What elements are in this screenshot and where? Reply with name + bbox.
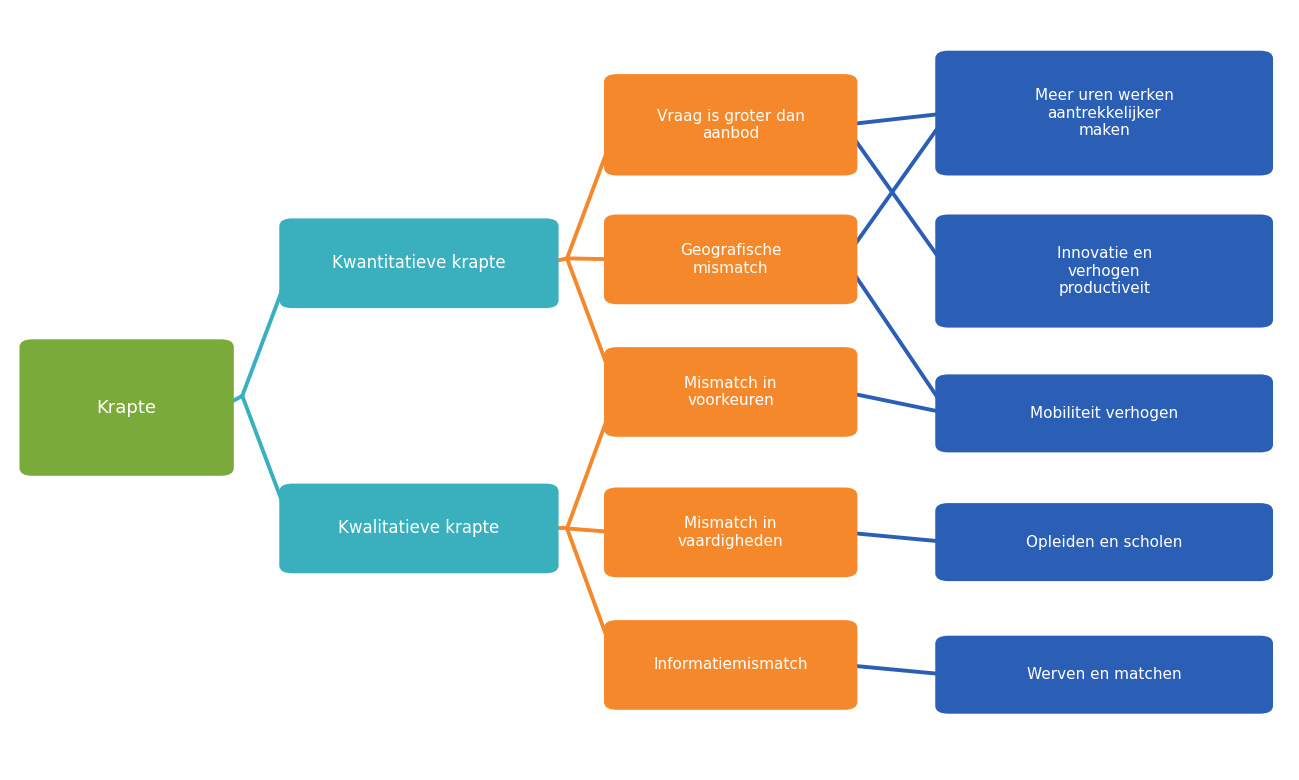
FancyBboxPatch shape — [604, 215, 857, 304]
FancyBboxPatch shape — [279, 484, 559, 573]
FancyBboxPatch shape — [604, 620, 857, 710]
Text: Krapte: Krapte — [96, 399, 157, 417]
FancyBboxPatch shape — [935, 215, 1273, 328]
Text: Werven en matchen: Werven en matchen — [1026, 667, 1182, 682]
FancyBboxPatch shape — [935, 636, 1273, 714]
FancyBboxPatch shape — [279, 218, 559, 308]
Text: Geografische
mismatch: Geografische mismatch — [679, 243, 782, 275]
Text: Mismatch in
voorkeuren: Mismatch in voorkeuren — [685, 376, 777, 408]
Text: Kwalitatieve krapte: Kwalitatieve krapte — [338, 519, 500, 537]
Text: Innovatie en
verhogen
productiveit: Innovatie en verhogen productiveit — [1056, 246, 1152, 296]
Text: Informatiemismatch: Informatiemismatch — [653, 658, 808, 672]
Text: Mismatch in
vaardigheden: Mismatch in vaardigheden — [678, 516, 783, 548]
FancyBboxPatch shape — [604, 74, 857, 176]
FancyBboxPatch shape — [604, 347, 857, 437]
Text: Opleiden en scholen: Opleiden en scholen — [1026, 534, 1182, 550]
FancyBboxPatch shape — [19, 339, 234, 476]
FancyBboxPatch shape — [604, 488, 857, 577]
FancyBboxPatch shape — [935, 51, 1273, 176]
Text: Mobiliteit verhogen: Mobiliteit verhogen — [1030, 406, 1178, 421]
Text: Vraag is groter dan
aanbod: Vraag is groter dan aanbod — [657, 108, 804, 141]
Text: Meer uren werken
aantrekkelijker
maken: Meer uren werken aantrekkelijker maken — [1035, 88, 1173, 138]
FancyBboxPatch shape — [935, 503, 1273, 581]
FancyBboxPatch shape — [935, 374, 1273, 452]
Text: Kwantitatieve krapte: Kwantitatieve krapte — [333, 254, 505, 272]
